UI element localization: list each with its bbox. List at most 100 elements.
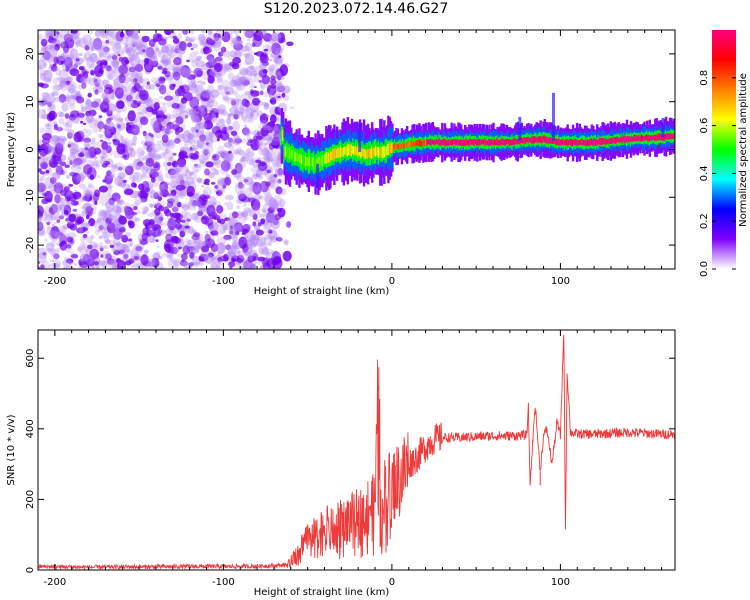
y-tick-label: 20 [25, 48, 36, 61]
noise-blob [168, 156, 174, 163]
noise-blob [71, 266, 76, 269]
noise-blob [134, 199, 142, 206]
noise-blob [102, 179, 106, 183]
noise-blob [204, 134, 214, 148]
noise-blob [269, 58, 273, 62]
noise-blob [153, 259, 160, 265]
noise-blob [215, 151, 219, 155]
noise-blob [265, 83, 270, 89]
noise-blob [211, 126, 221, 135]
noise-blob [172, 161, 177, 167]
noise-blob [217, 108, 226, 115]
noise-blob [69, 194, 74, 198]
noise-blob [185, 36, 189, 41]
noise-blob [242, 138, 246, 143]
noise-blob [244, 187, 254, 195]
noise-blob [188, 38, 194, 43]
noise-blob [116, 224, 121, 228]
x-tick-label: 0 [389, 276, 395, 287]
noise-blob [176, 201, 182, 208]
noise-blob [277, 236, 283, 243]
noise-blob [171, 240, 176, 246]
noise-blob [75, 216, 85, 225]
noise-blob [104, 239, 111, 245]
noise-blob [249, 83, 256, 89]
noise-blob [181, 68, 192, 78]
noise-blob [141, 232, 148, 241]
noise-blob [53, 84, 63, 90]
noise-blob [263, 146, 269, 152]
noise-blob [44, 122, 54, 130]
noise-blob [273, 194, 282, 207]
noise-blob [270, 114, 277, 124]
noise-blob [241, 228, 249, 234]
noise-blob [263, 37, 268, 42]
noise-blob [120, 47, 126, 54]
noise-blob [66, 244, 72, 249]
noise-blob [126, 165, 132, 171]
noise-blob [166, 90, 172, 97]
noise-blob [105, 220, 110, 227]
noise-blob [161, 151, 167, 156]
y-axis-label: SNR (10 * v/v) [6, 414, 17, 485]
noise-blob [93, 39, 103, 46]
noise-blob [70, 222, 74, 225]
noise-blob [259, 54, 269, 64]
noise-blob [46, 221, 51, 226]
noise-blob [97, 133, 103, 138]
noise-blob [218, 118, 225, 124]
noise-blob [229, 79, 237, 88]
noise-blob [176, 157, 187, 168]
noise-blob [98, 115, 103, 119]
noise-blob [97, 229, 101, 232]
noise-blob [157, 175, 162, 179]
noise-blob [65, 174, 71, 179]
noise-blob [230, 167, 234, 170]
noise-blob [223, 236, 232, 242]
noise-blob [78, 183, 86, 189]
noise-blob [86, 102, 93, 107]
noise-blob [191, 83, 198, 89]
noise-blob [52, 121, 58, 125]
noise-blob [83, 164, 93, 175]
noise-blob [186, 74, 196, 80]
noise-blob [234, 113, 239, 118]
y-tick-label: 10 [25, 95, 36, 108]
noise-blob [155, 228, 165, 236]
noise-blob [245, 106, 251, 114]
noise-blob [139, 116, 149, 126]
noise-blob [244, 99, 250, 108]
noise-blob [107, 207, 116, 217]
noise-blob [171, 244, 180, 254]
noise-blob [265, 248, 274, 255]
noise-blob [100, 148, 109, 155]
noise-blob [167, 201, 174, 208]
noise-blob [217, 84, 225, 91]
noise-blob [258, 148, 264, 156]
noise-blob [219, 90, 225, 96]
noise-blob [161, 45, 169, 54]
noise-blob [97, 98, 101, 103]
noise-blob [265, 252, 271, 258]
noise-blob [74, 117, 79, 124]
noise-blob [92, 127, 99, 134]
noise-blob [118, 182, 126, 188]
noise-blob [215, 189, 223, 197]
noise-blob [203, 253, 214, 264]
noise-blob [130, 91, 140, 103]
noise-blob [234, 50, 242, 59]
noise-blob [104, 174, 113, 185]
noise-blob [63, 205, 68, 210]
noise-blob [203, 186, 212, 197]
noise-blob [275, 161, 282, 168]
noise-blob [200, 81, 206, 85]
noise-blob [61, 60, 72, 72]
noise-blob [207, 218, 212, 223]
noise-blob [194, 261, 198, 265]
noise-blob [59, 161, 67, 167]
noise-blob [120, 227, 126, 234]
noise-blob [133, 120, 138, 126]
noise-blob [228, 125, 233, 130]
noise-blob [157, 196, 163, 202]
noise-blob [141, 210, 148, 215]
